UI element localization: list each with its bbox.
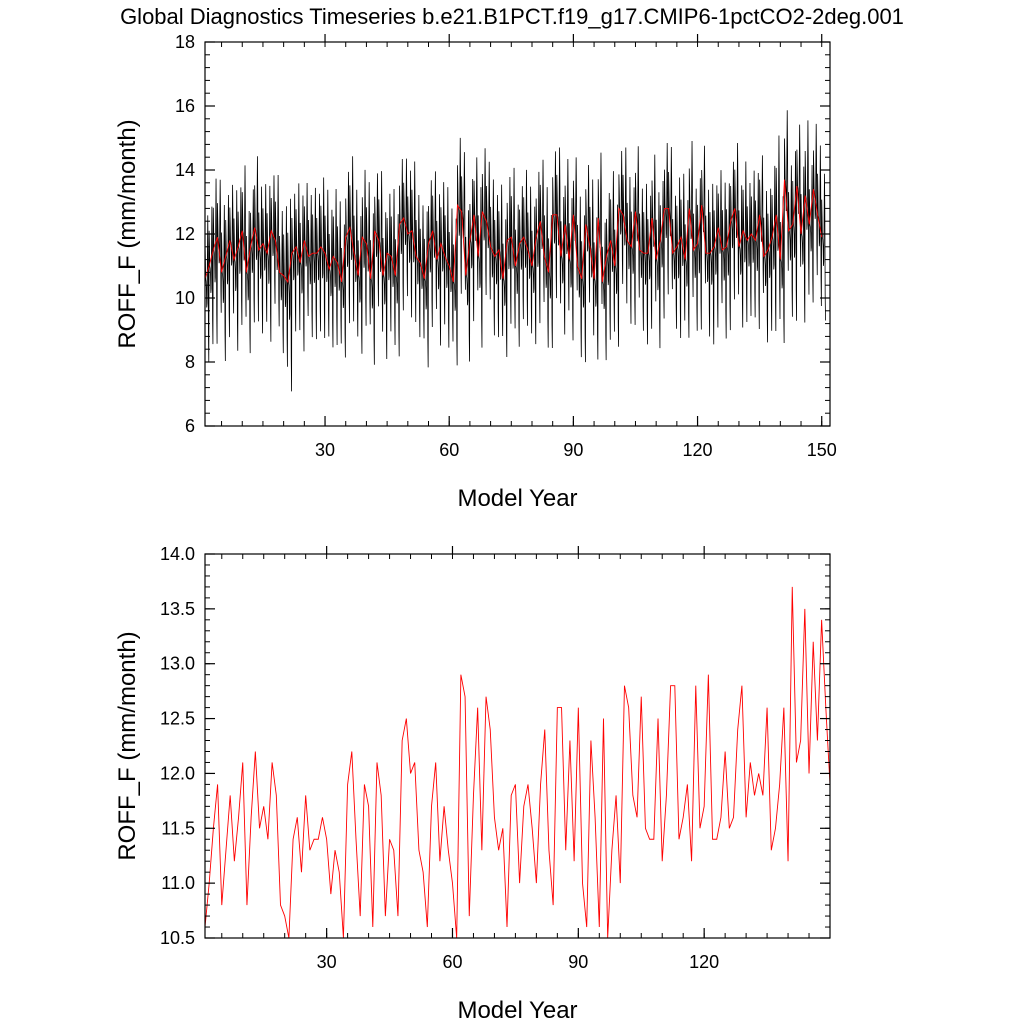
- x-tick-label: 90: [563, 440, 583, 460]
- top-panel: 6 8 10 12 14 16 18 30 60 90 120 150 Model Year ROFF_F…: [114, 32, 837, 512]
- y-tick-label: 14: [175, 160, 195, 180]
- figure-title: Global Diagnostics Timeseries b.e21.B1PC…: [120, 4, 904, 29]
- y-tick-label: 13.0: [160, 654, 195, 674]
- x-tick-label: 60: [442, 952, 462, 972]
- x-tick-label: 60: [439, 440, 459, 460]
- y-tick-label: 11.0: [161, 873, 195, 893]
- x-tick-label: 30: [315, 440, 335, 460]
- y-tick-label: 12.5: [160, 709, 195, 729]
- y-tick-label: 12: [175, 224, 195, 244]
- x-axis-label: Model Year: [457, 997, 577, 1024]
- y-tick-label: 13.5: [160, 599, 195, 619]
- y-tick-label: 10: [175, 288, 195, 308]
- x-tick-label: 120: [689, 952, 719, 972]
- x-tick-label: 150: [807, 440, 837, 460]
- series-annual-line: [205, 586, 830, 938]
- x-tick-label: 30: [317, 952, 337, 972]
- plot-frame: [204, 553, 831, 939]
- y-tick-label: 14.0: [160, 544, 195, 564]
- x-tick-label: 120: [683, 440, 713, 460]
- bottom-panel: 10.5 11.0 11.5 12.0 12.5 13.0 13.5 14.0 30 60 90 12…: [114, 544, 831, 1024]
- y-tick-label: 11.5: [161, 818, 195, 838]
- y-tick-label: 6: [185, 416, 195, 436]
- y-tick-label: 10.5: [160, 928, 195, 948]
- y-tick-label: 12.0: [160, 763, 195, 783]
- y-axis-label: ROFF_F (mm/month): [114, 119, 141, 348]
- series-monthly-line: [205, 110, 826, 392]
- y-tick-label: 16: [175, 96, 195, 116]
- series-annual-line: [205, 179, 823, 284]
- x-axis-label: Model Year: [457, 485, 577, 512]
- y-tick-label: 18: [175, 32, 195, 52]
- y-axis-label: ROFF_F (mm/month): [114, 631, 141, 860]
- y-tick-label: 8: [185, 352, 195, 372]
- x-tick-label: 90: [568, 952, 588, 972]
